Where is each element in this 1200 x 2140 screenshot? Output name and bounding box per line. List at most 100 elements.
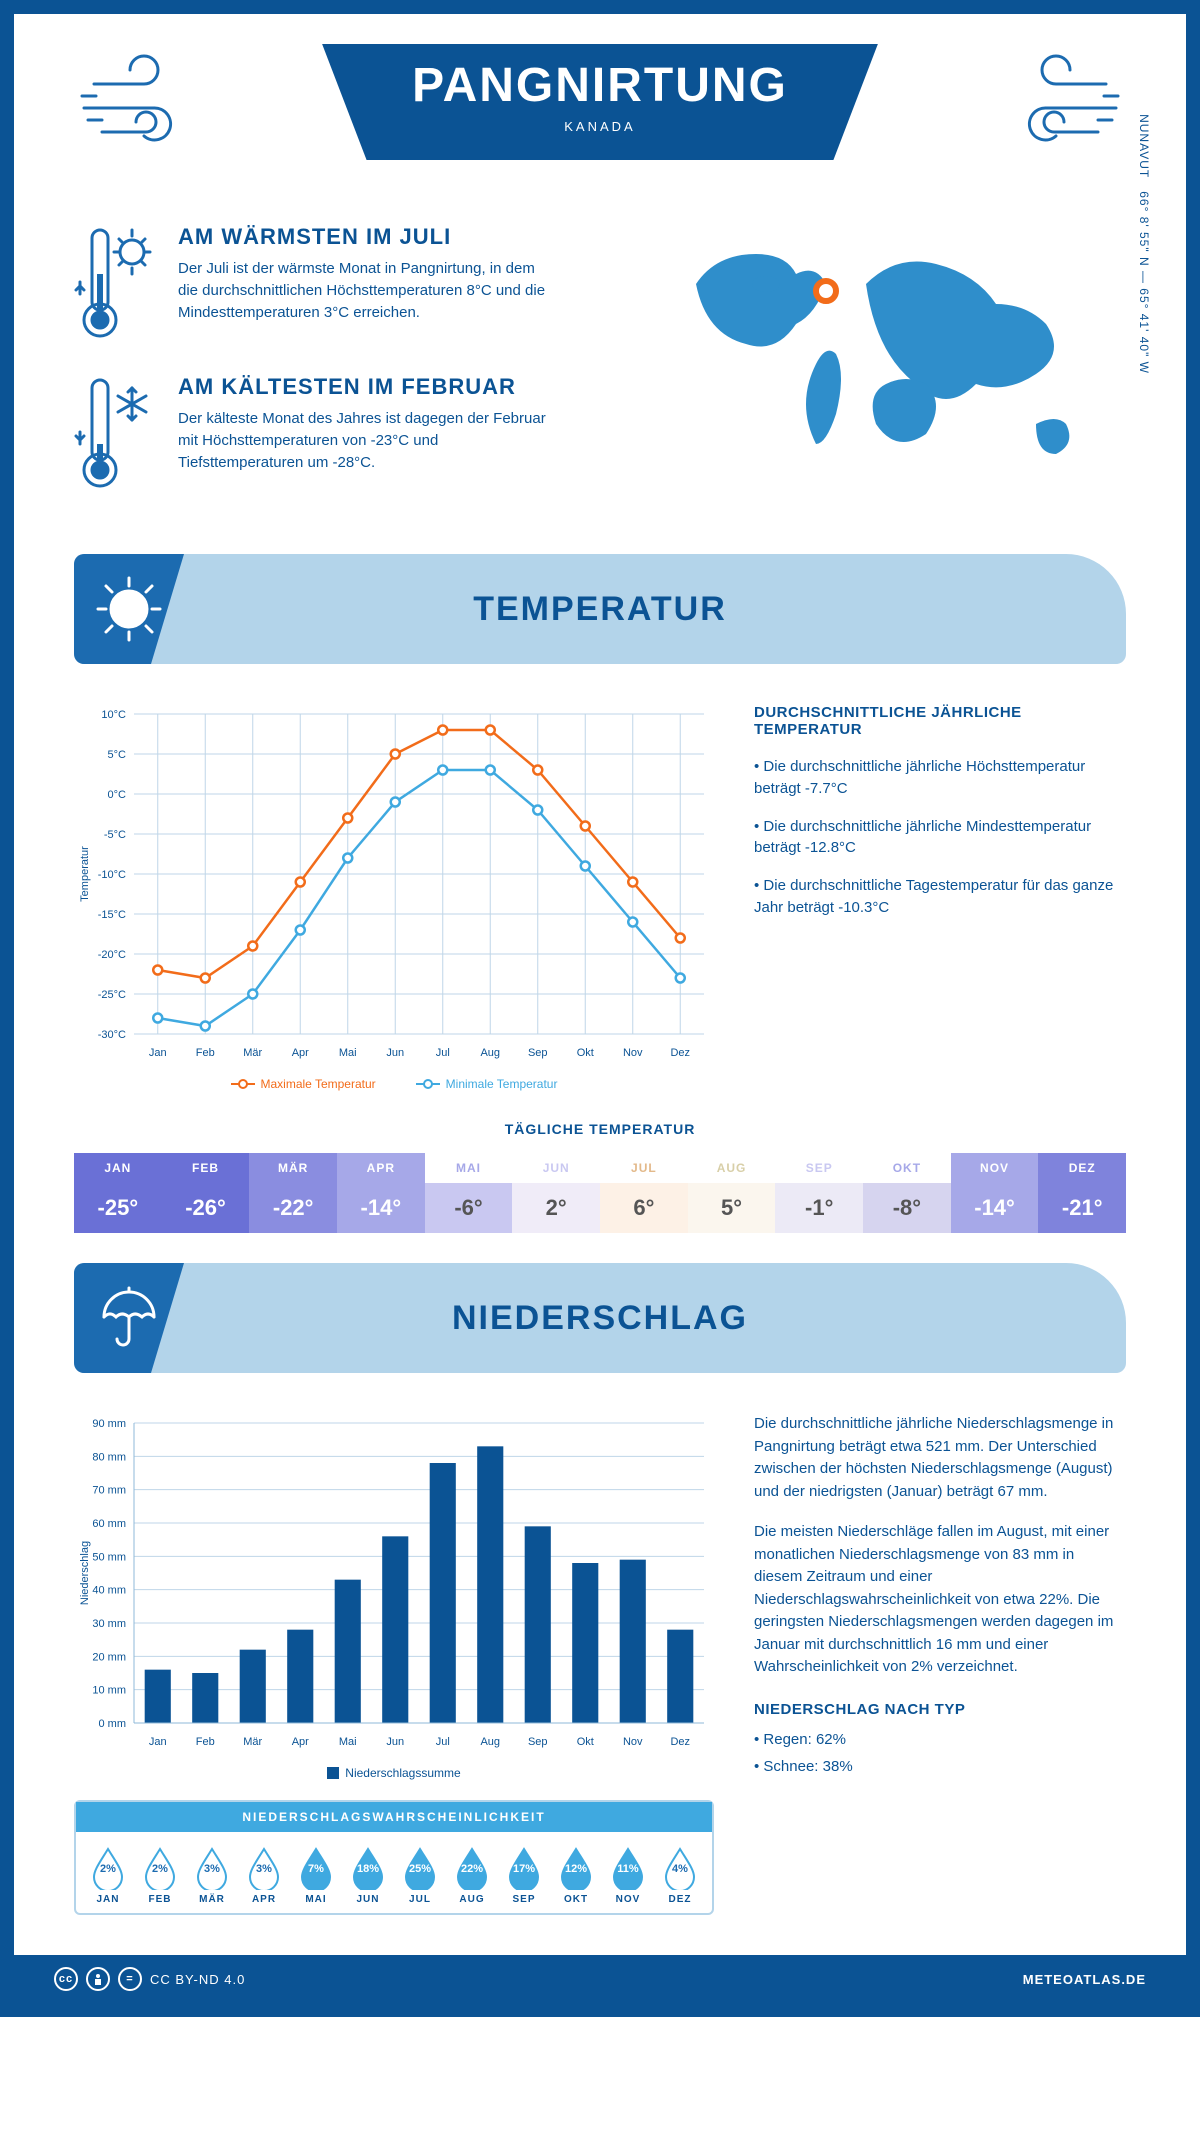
daily-temp-cell: AUG5° xyxy=(688,1153,776,1233)
svg-text:Temperatur: Temperatur xyxy=(79,846,91,902)
svg-text:-20°C: -20°C xyxy=(98,949,126,961)
daily-temp-table: JAN-25°FEB-26°MÄR-22°APR-14°MAI-6°JUN2°J… xyxy=(74,1153,1126,1233)
svg-text:Mai: Mai xyxy=(339,1736,357,1748)
cc-nd-icon: = xyxy=(118,1967,142,1991)
svg-text:Okt: Okt xyxy=(577,1047,594,1059)
daily-temp-cell: MAI-6° xyxy=(425,1153,513,1233)
temperature-summary: DURCHSCHNITTLICHE JÄHRLICHE TEMPERATUR •… xyxy=(754,704,1126,1091)
fact-warm-text: Der Juli ist der wärmste Monat in Pangni… xyxy=(178,258,558,323)
svg-text:Dez: Dez xyxy=(670,1047,690,1059)
svg-text:Dez: Dez xyxy=(670,1736,690,1748)
prob-cell: 2% FEB xyxy=(134,1846,186,1905)
svg-text:Mär: Mär xyxy=(243,1736,262,1748)
svg-text:Aug: Aug xyxy=(480,1047,500,1059)
svg-text:Apr: Apr xyxy=(292,1736,309,1748)
prob-cell: 7% MAI xyxy=(290,1846,342,1905)
daily-temp-cell: OKT-8° xyxy=(863,1153,951,1233)
svg-text:10 mm: 10 mm xyxy=(92,1685,126,1697)
site-label: METEOATLAS.DE xyxy=(1023,1972,1146,1987)
title-banner: PANGNIRTUNG KANADA xyxy=(322,44,878,160)
svg-text:Niederschlag: Niederschlag xyxy=(79,1541,91,1605)
fact-coldest: AM KÄLTESTEN IM FEBRUAR Der kälteste Mon… xyxy=(74,374,626,494)
svg-text:Sep: Sep xyxy=(528,1736,548,1748)
cc-by-icon xyxy=(86,1967,110,1991)
svg-text:Nov: Nov xyxy=(623,1047,643,1059)
svg-text:-10°C: -10°C xyxy=(98,869,126,881)
cc-icon: cc xyxy=(54,1967,78,1991)
svg-text:-15°C: -15°C xyxy=(98,909,126,921)
svg-text:30 mm: 30 mm xyxy=(92,1618,126,1630)
wind-icon xyxy=(1006,44,1126,164)
section-header-precip: NIEDERSCHLAG xyxy=(74,1263,1126,1373)
svg-text:60 mm: 60 mm xyxy=(92,1518,126,1530)
svg-text:5°C: 5°C xyxy=(108,749,127,761)
precip-probability-box: NIEDERSCHLAGSWAHRSCHEINLICHKEIT 2% JAN 2… xyxy=(74,1800,714,1915)
svg-text:Feb: Feb xyxy=(196,1736,215,1748)
header: PANGNIRTUNG KANADA xyxy=(74,44,1126,214)
coordinates: NUNAVUT 66° 8' 55" N — 65° 41' 40" W xyxy=(1137,114,1151,374)
svg-text:0 mm: 0 mm xyxy=(99,1718,127,1730)
prob-cell: 12% OKT xyxy=(550,1846,602,1905)
map-marker xyxy=(813,278,839,304)
fact-warmest: AM WÄRMSTEN IM JULI Der Juli ist der wär… xyxy=(74,224,626,344)
prob-cell: 3% APR xyxy=(238,1846,290,1905)
sun-icon xyxy=(94,574,164,644)
thermometer-snow-icon xyxy=(74,374,158,494)
svg-text:Sep: Sep xyxy=(528,1047,548,1059)
svg-text:Mär: Mär xyxy=(243,1047,262,1059)
prob-cell: 18% JUN xyxy=(342,1846,394,1905)
world-map-svg xyxy=(666,224,1126,504)
svg-text:70 mm: 70 mm xyxy=(92,1485,126,1497)
svg-text:Okt: Okt xyxy=(577,1736,594,1748)
prob-cell: 22% AUG xyxy=(446,1846,498,1905)
svg-text:90 mm: 90 mm xyxy=(92,1418,126,1430)
temperature-title: TEMPERATUR xyxy=(184,590,1126,629)
daily-temp-cell: FEB-26° xyxy=(162,1153,250,1233)
svg-text:80 mm: 80 mm xyxy=(92,1451,126,1463)
prob-cell: 4% DEZ xyxy=(654,1846,706,1905)
temperature-chart: Temperatur -30°C -25°C -20°C -15°C -10°C -5°C 0… xyxy=(74,704,714,1091)
daily-temp-cell: JUL6° xyxy=(600,1153,688,1233)
daily-temp-cell: MÄR-22° xyxy=(249,1153,337,1233)
city-name: PANGNIRTUNG xyxy=(412,58,788,113)
daily-temp-title: TÄGLICHE TEMPERATUR xyxy=(74,1121,1126,1137)
wind-icon xyxy=(74,44,194,164)
precip-chart: Niederschlag 0 mm 10 mm 20 mm 30 mm 40 mm 50 m… xyxy=(74,1413,714,1753)
svg-text:-5°C: -5°C xyxy=(104,829,126,841)
umbrella-icon xyxy=(94,1283,164,1353)
svg-text:0°C: 0°C xyxy=(108,789,127,801)
fact-warm-title: AM WÄRMSTEN IM JULI xyxy=(178,224,558,250)
prob-cell: 3% MÄR xyxy=(186,1846,238,1905)
svg-text:Jun: Jun xyxy=(386,1736,404,1748)
daily-temp-cell: NOV-14° xyxy=(951,1153,1039,1233)
svg-text:20 mm: 20 mm xyxy=(92,1651,126,1663)
fact-cold-text: Der kälteste Monat des Jahres ist dagege… xyxy=(178,408,558,473)
world-map: NUNAVUT 66° 8' 55" N — 65° 41' 40" W xyxy=(666,224,1126,524)
svg-text:10°C: 10°C xyxy=(101,709,126,721)
svg-text:Mai: Mai xyxy=(339,1047,357,1059)
svg-text:40 mm: 40 mm xyxy=(92,1585,126,1597)
svg-text:-30°C: -30°C xyxy=(98,1029,126,1041)
prob-cell: 25% JUL xyxy=(394,1846,446,1905)
thermometer-sun-icon xyxy=(74,224,158,344)
svg-text:Jul: Jul xyxy=(436,1736,450,1748)
footer: cc = CC BY-ND 4.0 METEOATLAS.DE xyxy=(14,1955,1186,2003)
svg-text:Apr: Apr xyxy=(292,1047,309,1059)
precip-title: NIEDERSCHLAG xyxy=(184,1299,1126,1338)
precip-summary: Die durchschnittliche jährliche Niedersc… xyxy=(754,1413,1126,1915)
svg-text:50 mm: 50 mm xyxy=(92,1551,126,1563)
prob-cell: 2% JAN xyxy=(82,1846,134,1905)
daily-temp-cell: JUN2° xyxy=(512,1153,600,1233)
svg-text:Jul: Jul xyxy=(436,1047,450,1059)
svg-text:Jan: Jan xyxy=(149,1047,167,1059)
svg-text:Jan: Jan xyxy=(149,1736,167,1748)
country-name: KANADA xyxy=(412,119,788,134)
prob-cell: 11% NOV xyxy=(602,1846,654,1905)
daily-temp-cell: DEZ-21° xyxy=(1038,1153,1126,1233)
svg-text:-25°C: -25°C xyxy=(98,989,126,1001)
precip-legend: Niederschlagssumme xyxy=(74,1766,714,1780)
fact-cold-title: AM KÄLTESTEN IM FEBRUAR xyxy=(178,374,558,400)
svg-text:Feb: Feb xyxy=(196,1047,215,1059)
svg-text:Jun: Jun xyxy=(386,1047,404,1059)
daily-temp-cell: SEP-1° xyxy=(775,1153,863,1233)
